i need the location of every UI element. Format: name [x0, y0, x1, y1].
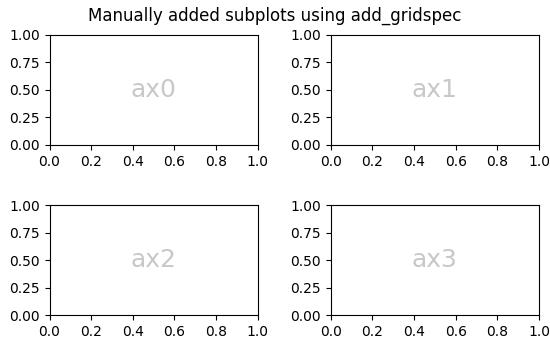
Text: ax3: ax3 — [412, 248, 458, 272]
Text: ax2: ax2 — [131, 248, 177, 272]
Text: Manually added subplots using add_gridspec: Manually added subplots using add_gridsp… — [89, 7, 461, 25]
Text: ax1: ax1 — [412, 78, 458, 102]
Text: ax0: ax0 — [131, 78, 177, 102]
